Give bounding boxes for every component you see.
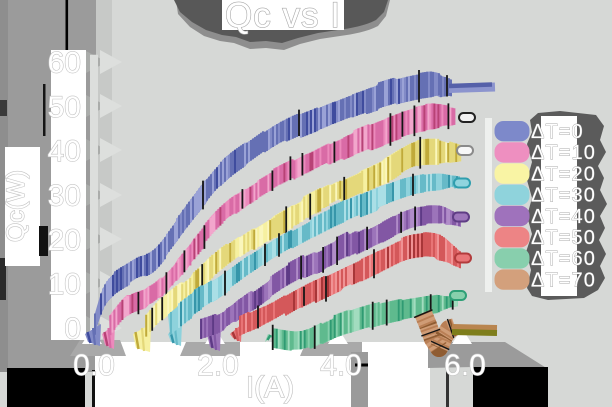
svg-text:ΔT=70: ΔT=70 xyxy=(531,269,596,291)
svg-text:40: 40 xyxy=(48,135,81,168)
svg-text:0: 0 xyxy=(64,313,81,346)
svg-text:I(A): I(A) xyxy=(246,371,294,404)
svg-text:2.0: 2.0 xyxy=(197,349,239,382)
svg-text:20: 20 xyxy=(48,224,81,257)
svg-text:ΔT=10: ΔT=10 xyxy=(531,142,596,164)
svg-text:ΔT=30: ΔT=30 xyxy=(531,185,596,207)
svg-text:ΔT=50: ΔT=50 xyxy=(531,227,596,249)
svg-text:10: 10 xyxy=(48,268,81,301)
svg-text:Qc vs I: Qc vs I xyxy=(225,0,341,35)
svg-text:6.0: 6.0 xyxy=(444,349,486,382)
svg-text:ΔT=0: ΔT=0 xyxy=(531,121,584,143)
svg-text:30: 30 xyxy=(48,180,81,213)
svg-text:ΔT=60: ΔT=60 xyxy=(531,248,596,270)
svg-text:ΔT=40: ΔT=40 xyxy=(531,206,596,228)
svg-text:Qc(W): Qc(W) xyxy=(2,170,30,242)
svg-text:ΔT=20: ΔT=20 xyxy=(531,163,596,185)
svg-text:60: 60 xyxy=(48,47,81,80)
svg-text:4.0: 4.0 xyxy=(320,349,362,382)
svg-text:0.0: 0.0 xyxy=(73,349,115,382)
svg-text:50: 50 xyxy=(48,91,81,124)
